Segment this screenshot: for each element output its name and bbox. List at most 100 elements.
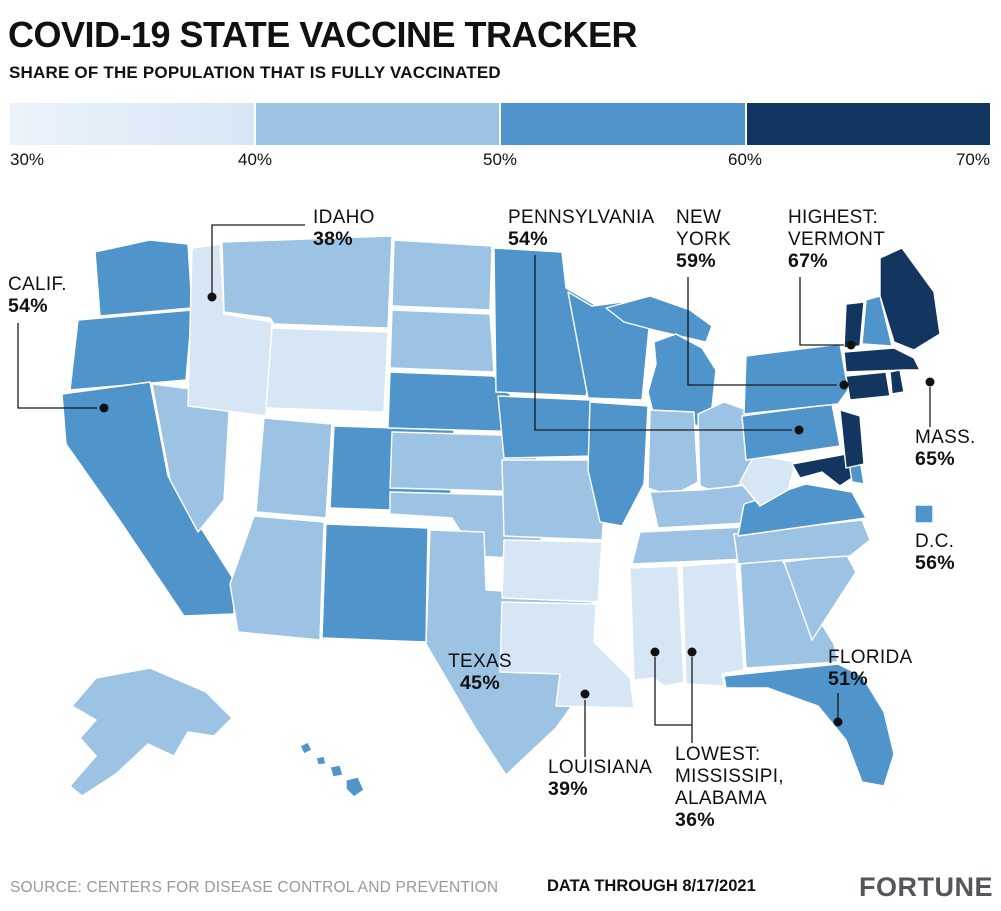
legend-segment-0 — [10, 103, 256, 145]
callout-dot — [580, 689, 590, 699]
legend-segment-1 — [255, 103, 501, 145]
legend-tick-labels: 30% 40% 50% 60% 70% — [10, 150, 990, 174]
state-MI — [605, 295, 713, 343]
callout-value: 54% — [8, 295, 48, 317]
callout-line — [799, 277, 844, 346]
callout-dot — [833, 717, 843, 727]
fortune-logo: FORTUNE — [859, 872, 993, 902]
legend-tick-30: 30% — [10, 150, 45, 169]
callout-dc: D.C.56% — [915, 531, 955, 574]
callout-value: 45% — [460, 672, 500, 694]
callout-line — [211, 224, 305, 293]
callout-label: YORK — [676, 229, 731, 250]
state-FL — [723, 663, 895, 787]
state-LA — [499, 601, 635, 709]
state-NM — [321, 523, 429, 643]
callout-dot — [650, 647, 660, 657]
legend-tick-60: 60% — [727, 150, 763, 169]
us-choropleth-map: IDAHO38%CALIF.54%PENNSYLVANIA54%NEWYORK5… — [8, 207, 976, 831]
callout-dot — [687, 647, 697, 657]
state-MS — [629, 565, 685, 687]
callout-calif: CALIF.54% — [8, 274, 109, 413]
callout-dot — [925, 377, 935, 387]
callout-label: VERMONT — [788, 229, 885, 250]
callout-label: CALIF. — [8, 274, 67, 295]
state-DC — [914, 504, 934, 524]
state-AL — [681, 561, 745, 687]
legend-color-bar — [10, 103, 990, 145]
callouts-layer: IDAHO38%CALIF.54%PENNSYLVANIA54%NEWYORK5… — [8, 207, 976, 831]
data-through-note: DATA THROUGH 8/17/2021 — [547, 877, 756, 895]
state-IN — [647, 409, 699, 497]
callout-value: 51% — [828, 668, 868, 690]
state-AK — [69, 667, 233, 797]
state-NJ — [839, 409, 865, 469]
callout-label: IDAHO — [313, 207, 375, 228]
callout-value: 54% — [508, 228, 548, 250]
state-IA — [497, 395, 603, 459]
state-IL — [587, 401, 649, 527]
callout-dot — [846, 340, 856, 350]
state-CT — [845, 371, 891, 401]
state-HI — [299, 741, 313, 755]
legend-tick-70: 70% — [955, 150, 990, 169]
state-ND — [391, 239, 493, 311]
callout-dot — [794, 425, 804, 435]
state-HI — [315, 755, 327, 766]
state-WA — [94, 239, 193, 317]
callout-label: PENNSYLVANIA — [508, 207, 655, 228]
legend-segment-3 — [746, 103, 990, 145]
callout-value: 39% — [548, 778, 588, 800]
callout-value: 59% — [676, 250, 716, 272]
state-AZ — [229, 515, 325, 641]
callout-value: 67% — [788, 250, 828, 272]
legend-segment-2 — [501, 103, 747, 145]
source-note: SOURCE: CENTERS FOR DISEASE CONTROL AND … — [10, 879, 499, 896]
legend-tick-50: 50% — [482, 150, 518, 169]
page-subtitle: SHARE OF THE POPULATION THAT IS FULLY VA… — [9, 62, 501, 82]
callout-dot — [99, 403, 109, 413]
callout-label: NEW — [676, 207, 721, 228]
state-AR — [501, 539, 603, 603]
callout-dot — [207, 292, 217, 302]
state-VT — [843, 301, 865, 349]
color-legend: 30% 40% 50% 60% 70% — [10, 103, 990, 174]
state-CA — [61, 381, 235, 617]
state-RI — [889, 369, 905, 395]
callout-dot — [839, 380, 849, 390]
callout-value: 56% — [915, 552, 955, 574]
callout-value: 65% — [915, 448, 955, 470]
callout-label: HIGHEST: — [788, 207, 878, 228]
state-MT — [221, 235, 393, 329]
callout-label: MASS. — [915, 427, 976, 448]
callout-label: MISSISSIPI, — [675, 766, 784, 787]
callout-label: TEXAS — [448, 651, 512, 672]
state-HI — [345, 776, 365, 798]
states-layer — [61, 235, 941, 798]
state-HI — [329, 764, 344, 778]
callout-line — [17, 323, 97, 409]
callout-label: LOWEST: — [675, 744, 761, 765]
state-OR — [69, 309, 193, 391]
state-NH — [861, 295, 893, 347]
state-ME — [879, 247, 941, 351]
callout-label: ALABAMA — [675, 788, 767, 809]
state-MA — [843, 347, 921, 373]
callout-mass: MASS.65% — [915, 377, 976, 470]
legend-tick-40: 40% — [237, 150, 273, 169]
callout-value: 38% — [313, 228, 353, 250]
state-SD — [389, 309, 495, 373]
page-title: COVID-19 STATE VACCINE TRACKER — [8, 14, 638, 55]
footer: SOURCE: CENTERS FOR DISEASE CONTROL AND … — [10, 872, 993, 904]
callout-line — [687, 277, 837, 386]
callout-line — [534, 255, 792, 431]
state-WY — [265, 327, 389, 413]
header: COVID-19 STATE VACCINE TRACKER SHARE OF … — [8, 16, 993, 83]
